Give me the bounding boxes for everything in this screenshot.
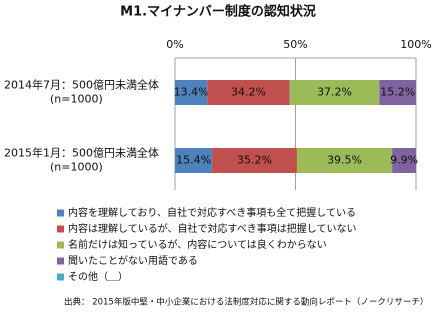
bar-segment bbox=[207, 80, 290, 105]
category-sample: (n=1000) bbox=[50, 93, 103, 106]
data-label: 34.2% bbox=[231, 86, 266, 99]
x-tick-label: 0% bbox=[166, 38, 183, 51]
x-tick-label: 100% bbox=[400, 38, 431, 51]
data-label: 37.2% bbox=[317, 86, 352, 99]
category-sample: (n=1000) bbox=[50, 161, 103, 174]
legend-label: 聞いたことがない用語である bbox=[68, 254, 198, 267]
legend-label: 内容は理解しているが、自社で対応すべき事項は把握していない bbox=[68, 222, 357, 235]
legend-swatch bbox=[57, 225, 64, 233]
bar-segment bbox=[289, 80, 380, 105]
legend-swatch bbox=[57, 273, 64, 281]
data-label: 35.2% bbox=[237, 154, 272, 167]
category-label: 2015年1月：500億円未満全体 bbox=[4, 146, 159, 160]
bar-segment bbox=[175, 148, 213, 173]
legend-swatch bbox=[57, 241, 64, 249]
legend-label: 内容を理解しており、自社で対応すべき事項も全て把握している bbox=[68, 206, 356, 219]
bar-segment bbox=[379, 80, 416, 105]
category-label: 2014年7月：500億円未満全体 bbox=[4, 78, 159, 92]
legend-swatch bbox=[57, 257, 64, 265]
chart-title: M1.マイナンバー制度の認知状況 bbox=[120, 4, 316, 20]
data-label: 39.5% bbox=[327, 154, 362, 167]
data-label: 15.2% bbox=[380, 86, 415, 99]
source: 出典： 2015年版中堅・中小企業における法制度対応に関する動向レポート（ノーク… bbox=[64, 297, 428, 308]
bar-segment bbox=[212, 148, 297, 173]
data-label: 13.4% bbox=[174, 86, 209, 99]
legend-label: その他（＿） bbox=[68, 270, 128, 283]
bar-segment bbox=[296, 148, 393, 173]
legend-label: 名前だけは知っているが、内容については良くわからない bbox=[68, 238, 327, 251]
data-label: 15.4% bbox=[176, 154, 211, 167]
legend-swatch bbox=[57, 209, 64, 217]
x-tick-label: 50% bbox=[283, 38, 307, 51]
bar-segment bbox=[175, 80, 208, 105]
bar-segment bbox=[392, 148, 416, 173]
data-label: 9.9% bbox=[390, 154, 418, 167]
